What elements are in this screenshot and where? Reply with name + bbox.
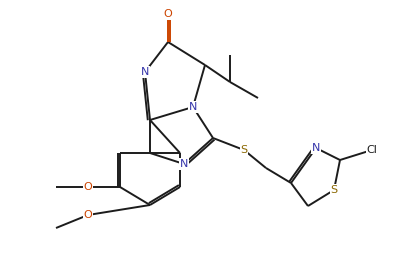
Text: Cl: Cl — [367, 145, 377, 155]
Text: O: O — [164, 9, 173, 19]
Text: N: N — [180, 159, 188, 169]
Text: O: O — [83, 182, 92, 192]
Text: N: N — [141, 67, 149, 77]
Text: N: N — [189, 102, 197, 112]
Text: S: S — [330, 185, 337, 195]
Text: N: N — [312, 143, 320, 153]
Text: S: S — [241, 145, 247, 155]
Text: O: O — [83, 210, 92, 220]
